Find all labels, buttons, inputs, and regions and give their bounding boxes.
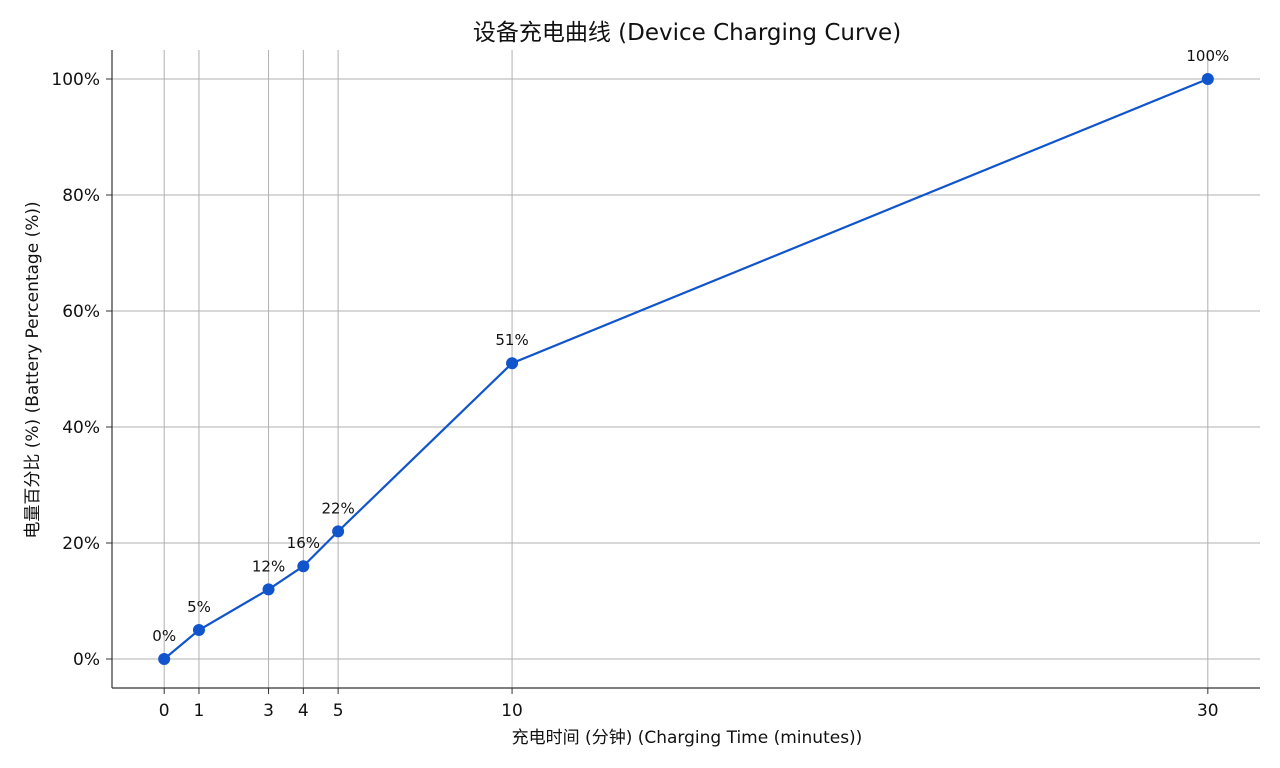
x-axis-label: 充电时间 (分钟) (Charging Time (minutes)) bbox=[512, 728, 863, 748]
y-axis-label: 电量百分比 (%) (Battery Percentage (%)) bbox=[23, 201, 43, 538]
data-point bbox=[158, 653, 171, 665]
y-tick-label: 80% bbox=[62, 186, 100, 206]
x-tick-label: 3 bbox=[263, 701, 274, 721]
x-tick-label: 30 bbox=[1197, 701, 1219, 721]
data-label: 100% bbox=[1186, 47, 1229, 65]
x-tick-label: 1 bbox=[194, 701, 205, 721]
labels-layer: 0% 5% 12%16%22% 51% 100% bbox=[152, 47, 1229, 645]
chart-title: 设备充电曲线 (Device Charging Curve) bbox=[473, 20, 901, 46]
data-label: 51% bbox=[495, 331, 528, 349]
grid-layer bbox=[112, 50, 1260, 688]
data-label: 22% bbox=[321, 499, 354, 517]
x-tick-label: 5 bbox=[333, 701, 344, 721]
y-tick-label: 100% bbox=[51, 70, 100, 90]
data-point bbox=[297, 560, 310, 573]
data-label: 16% bbox=[287, 534, 320, 552]
data-point bbox=[1201, 73, 1214, 85]
y-tick-label: 20% bbox=[62, 534, 100, 554]
x-tick-label: 4 bbox=[298, 701, 309, 721]
data-label: 5% bbox=[187, 598, 211, 616]
data-point bbox=[506, 357, 519, 370]
x-tick-label: 10 bbox=[501, 701, 523, 721]
y-tick-label: 40% bbox=[62, 418, 100, 438]
data-point bbox=[262, 583, 275, 596]
data-label: 0% bbox=[152, 627, 176, 645]
x-tick-label: 0 bbox=[159, 701, 170, 721]
y-tick-label: 0% bbox=[73, 650, 100, 670]
y-tick-label: 60% bbox=[62, 302, 100, 322]
data-label: 12% bbox=[252, 557, 285, 575]
axes-layer: 0 1 3 4 5 10 30 0% 20% 40% 60% 80% 100% bbox=[51, 50, 1260, 721]
series-layer bbox=[158, 73, 1214, 665]
series-line bbox=[163, 77, 1209, 660]
data-point bbox=[332, 525, 345, 538]
data-point bbox=[192, 624, 205, 636]
